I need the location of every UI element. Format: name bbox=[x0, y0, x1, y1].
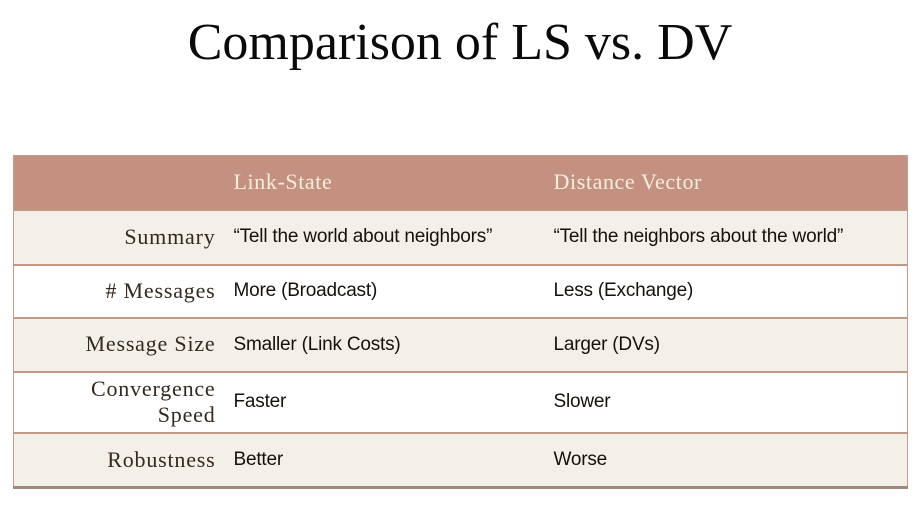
row-label: Robustness bbox=[107, 446, 216, 472]
slide-title: Comparison of LS vs. DV bbox=[187, 14, 733, 71]
cell-link-state: Better bbox=[233, 448, 284, 470]
cell-link-state: More (Broadcast) bbox=[233, 280, 378, 301]
table-row-robustness: Robustness Better Worse bbox=[13, 432, 908, 488]
cell-link-state: “Tell the world about neighbors” bbox=[233, 226, 493, 247]
row-label: # Messages bbox=[105, 277, 216, 303]
row-label: Summary bbox=[124, 223, 216, 249]
cell-distance-vector: “Tell the neighbors about the world” bbox=[553, 226, 844, 247]
row-label: Convergence Speed bbox=[91, 375, 216, 427]
cell-link-state: Smaller (Link Costs) bbox=[233, 333, 401, 355]
comparison-table: Link-State Distance Vector Summary “Tell… bbox=[13, 155, 908, 489]
table-row-convergence-speed: Convergence Speed Faster Slower bbox=[13, 371, 908, 433]
cell-distance-vector: Larger (DVs) bbox=[553, 333, 661, 355]
cell-link-state: Faster bbox=[233, 391, 287, 412]
cell-distance-vector: Less (Exchange) bbox=[553, 280, 694, 301]
cell-distance-vector: Slower bbox=[553, 391, 611, 412]
column-header-distance-vector: Distance Vector bbox=[553, 169, 702, 195]
cell-distance-vector: Worse bbox=[553, 448, 608, 470]
column-header-link-state: Link-State bbox=[233, 169, 333, 195]
row-label: Message Size bbox=[85, 331, 216, 357]
table-row-num-messages: # Messages More (Broadcast) Less (Exchan… bbox=[13, 264, 908, 318]
table-header-row: Link-State Distance Vector bbox=[13, 155, 908, 210]
table-row-message-size: Message Size Smaller (Link Costs) Larger… bbox=[13, 317, 908, 372]
table-row-summary: Summary “Tell the world about neighbors”… bbox=[13, 209, 908, 265]
column-header-blank bbox=[14, 156, 226, 210]
